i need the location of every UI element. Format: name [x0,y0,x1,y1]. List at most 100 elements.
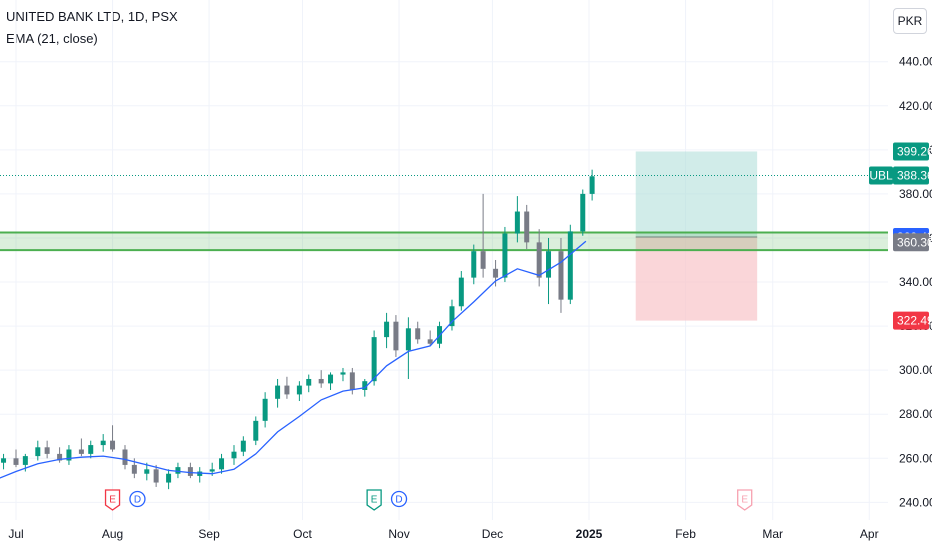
support-zone[interactable] [0,232,888,251]
price-tag-zone[interactable]: 360.30 [893,233,932,252]
candle [558,237,564,313]
price-tick-label: 260.00 [899,451,932,465]
candle-body [502,233,508,278]
candle [219,453,225,474]
candle-body [567,231,573,300]
ticker-tag-label: UBL [869,168,893,182]
price-tick-label: 380.00 [899,187,932,201]
time-tick-label: Jul [8,527,23,541]
earnings-marker[interactable]: E [737,489,753,511]
candle [110,425,116,452]
candle-body [231,451,237,459]
price-tick-label: 420.00 [899,99,932,113]
candle-body [88,445,94,454]
candle-body [449,306,455,327]
time-tick-label: Aug [102,527,123,541]
candle [275,378,281,408]
price-tag-stop[interactable]: 322.49 [893,311,932,330]
candle [536,229,542,287]
candle-body [284,385,290,395]
candle-body [197,471,203,476]
candle [340,367,346,382]
price-axis[interactable]: 240.00260.00280.00300.00320.00340.00360.… [869,55,932,510]
candle [66,445,72,465]
candle [231,445,237,465]
candle [524,204,530,249]
candle [262,392,268,428]
candle-body [13,458,19,465]
dividend-marker[interactable]: D [390,490,408,508]
candle [100,434,106,452]
candle [175,462,181,479]
candle [1,453,7,470]
dividend-icon [390,490,408,508]
price-tag-label: 322.49 [897,314,932,328]
candle [306,374,312,393]
price-tick-label: 340.00 [899,275,932,289]
candle [580,189,586,236]
candle-body [57,453,63,461]
candle-body [340,372,346,375]
candle-body [306,378,312,386]
candle-body [166,473,172,483]
candle-body [122,449,128,465]
candle-body [384,321,390,338]
candle-body [318,378,324,384]
price-tag-bg [893,311,929,330]
earnings-icon [737,489,753,511]
candle-body [427,339,433,344]
ema-line [0,240,587,479]
candle-body [240,440,246,452]
dividend-marker[interactable]: D [129,490,146,508]
candle [328,372,334,390]
candle-body [405,328,411,351]
candle [296,381,302,402]
candle [253,416,259,446]
candle-body [524,211,530,243]
candles [1,169,595,490]
price-tag-bg [893,233,929,252]
candle-body [1,458,7,463]
candle-body [78,449,84,454]
candle-body [110,440,116,450]
candle-body [209,469,215,472]
candle [144,462,150,481]
candle [284,376,290,399]
candle-body [415,328,421,340]
indicator-legend[interactable]: EMA (21, close) [6,31,98,46]
candle [415,321,421,344]
time-axis[interactable]: Jul Aug Sep Oct Nov Dec 2025 Feb Mar Apr [8,527,878,541]
earnings-icon [366,489,382,511]
dividend-icon [129,490,146,508]
candle [449,299,455,331]
candle [187,462,193,479]
time-tick-label: Nov [388,527,409,541]
candle-body [393,321,399,351]
time-tick-label: Mar [762,527,783,541]
candle [13,449,19,468]
price-tag-target[interactable]: 399.26 [893,142,932,161]
symbol-line: UNITED BANK LTD, 1D, PSX [6,9,178,24]
price-tag-price[interactable]: 388.36 UBL [869,166,932,185]
ema-layer [0,240,587,479]
candle [78,438,84,457]
candle [427,330,433,346]
candle-body [100,440,106,446]
candle-body [187,467,193,476]
candle [471,244,477,285]
candle [480,193,486,278]
currency-button[interactable]: PKR [893,8,927,34]
drawing-layer[interactable] [0,151,888,321]
target-zone[interactable] [635,151,758,238]
earnings-marker[interactable]: E [104,489,121,511]
candle-body [153,469,159,483]
candle-body [458,277,464,307]
candle-body [144,469,150,474]
candle-body [580,193,586,232]
time-tick-label: Dec [482,527,503,541]
price-tick-label: 240.00 [899,495,932,509]
earnings-marker[interactable]: E [366,489,382,511]
price-tick-label: 300.00 [899,363,932,377]
